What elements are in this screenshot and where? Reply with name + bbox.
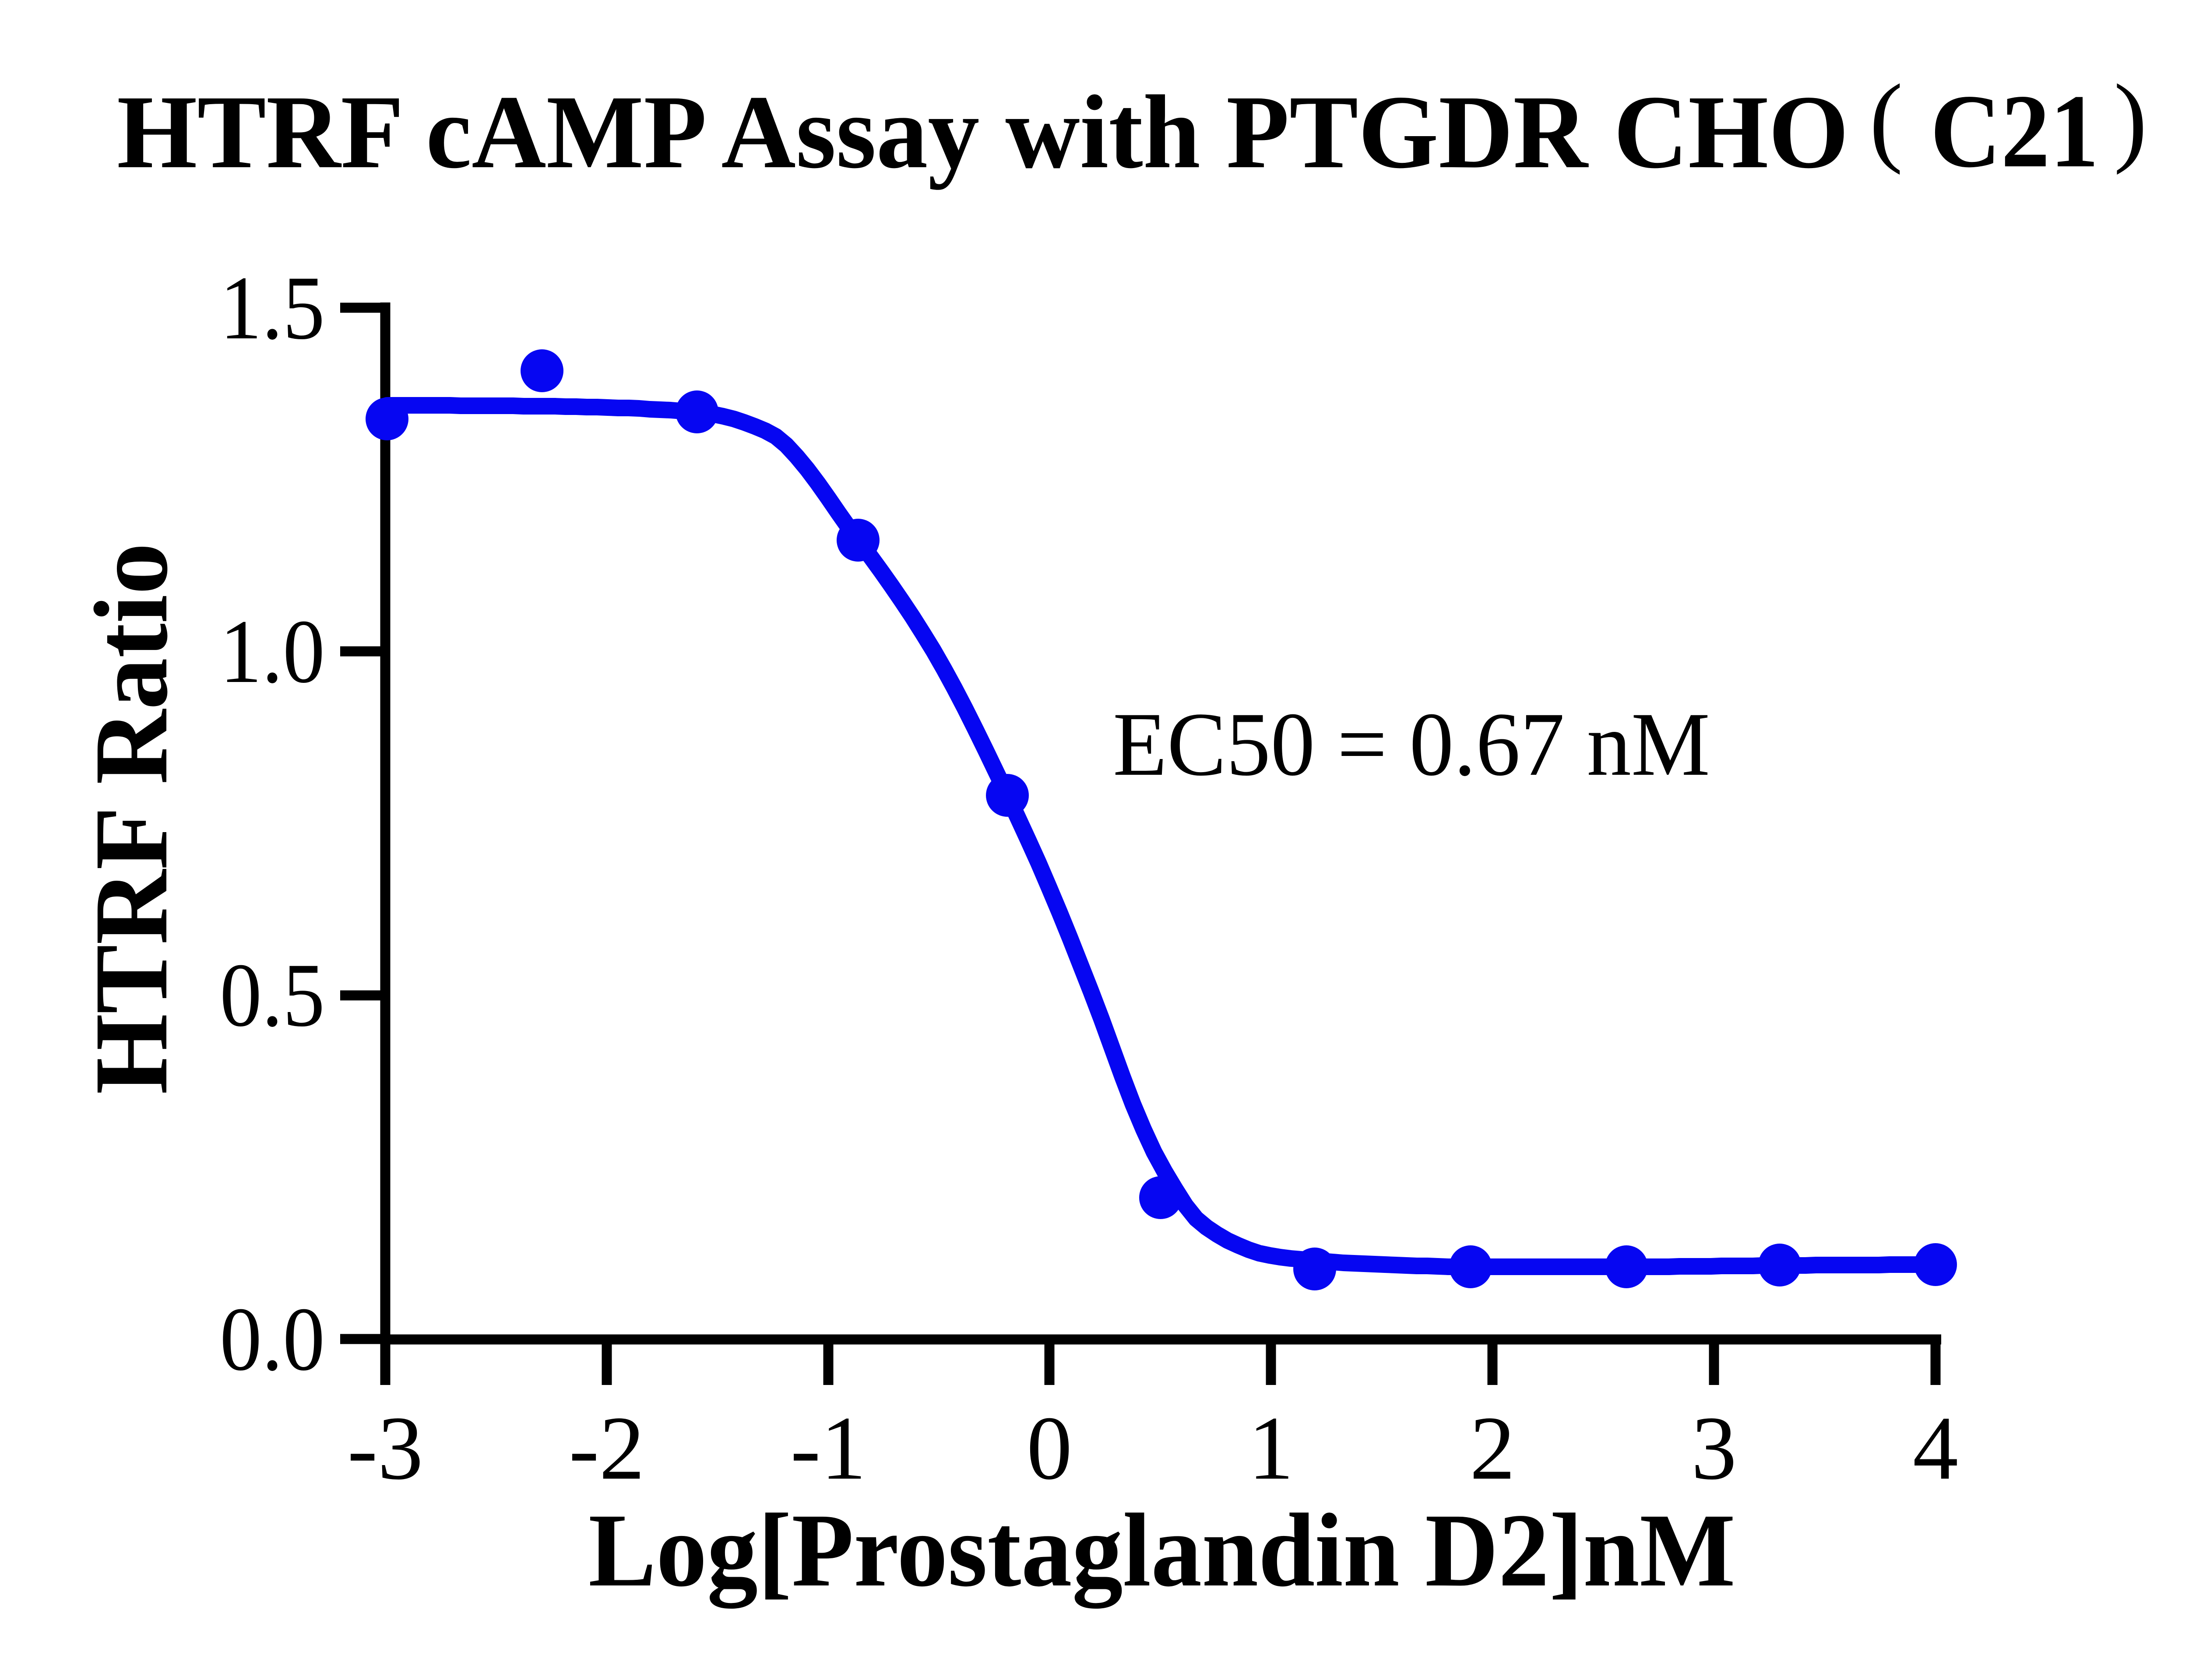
svg-text:1: 1 — [1248, 1398, 1294, 1498]
svg-text:-1: -1 — [790, 1398, 866, 1498]
svg-text:0.0: 0.0 — [220, 1289, 325, 1389]
svg-text:3: 3 — [1691, 1398, 1737, 1498]
svg-text:Log[Prostaglandin D2]nM: Log[Prostaglandin D2]nM — [588, 1492, 1735, 1609]
svg-text:(: ( — [1869, 63, 1903, 175]
svg-text:HTRF Ratio: HTRF Ratio — [73, 543, 189, 1094]
svg-text:EC50 = 0.67 nM: EC50 = 0.67 nM — [1113, 694, 1710, 794]
svg-text:0.5: 0.5 — [220, 945, 325, 1045]
svg-text:): ) — [2114, 63, 2147, 175]
svg-text:0: 0 — [1027, 1398, 1072, 1498]
svg-text:2: 2 — [1470, 1398, 1515, 1498]
svg-text:-3: -3 — [347, 1398, 423, 1498]
svg-text:1.0: 1.0 — [220, 601, 325, 702]
svg-text:4: 4 — [1913, 1398, 1958, 1498]
svg-text:HTRF cAMP Assay with PTGDR CHO: HTRF cAMP Assay with PTGDR CHO — [117, 74, 1849, 190]
svg-text:1.5: 1.5 — [220, 257, 325, 358]
svg-text:-2: -2 — [569, 1398, 644, 1498]
svg-text:C21: C21 — [1930, 73, 2099, 189]
